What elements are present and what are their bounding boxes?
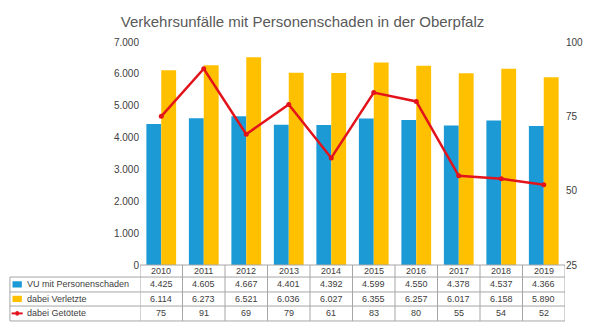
svg-text:2013: 2013 [279, 266, 299, 276]
svg-text:91: 91 [199, 308, 209, 318]
svg-text:52: 52 [539, 308, 549, 318]
svg-text:5.000: 5.000 [114, 100, 139, 111]
svg-text:0: 0 [133, 260, 139, 271]
svg-text:2012: 2012 [236, 266, 256, 276]
svg-text:VU mit Personenschaden: VU mit Personenschaden [27, 279, 129, 289]
svg-text:6.257: 6.257 [405, 294, 428, 304]
svg-text:6.273: 6.273 [192, 294, 215, 304]
svg-text:69: 69 [241, 308, 251, 318]
svg-text:4.425: 4.425 [150, 279, 173, 289]
svg-text:4.550: 4.550 [405, 279, 428, 289]
svg-text:6.521: 6.521 [235, 294, 258, 304]
svg-text:50: 50 [566, 185, 578, 196]
svg-text:2014: 2014 [321, 266, 341, 276]
svg-text:3.000: 3.000 [114, 164, 139, 175]
svg-text:Verkehrsunfälle mit Personensc: Verkehrsunfälle mit Personenschaden in d… [121, 13, 485, 30]
svg-text:83: 83 [369, 308, 379, 318]
svg-text:7.000: 7.000 [114, 37, 139, 48]
svg-text:79: 79 [284, 308, 294, 318]
svg-text:2017: 2017 [449, 266, 469, 276]
svg-text:1.000: 1.000 [114, 228, 139, 239]
svg-text:4.000: 4.000 [114, 132, 139, 143]
svg-text:6.036: 6.036 [277, 294, 300, 304]
svg-text:6.027: 6.027 [320, 294, 343, 304]
svg-text:2018: 2018 [491, 266, 511, 276]
svg-text:4.599: 4.599 [362, 279, 385, 289]
svg-text:4.378: 4.378 [447, 279, 470, 289]
svg-text:54: 54 [496, 308, 506, 318]
svg-text:4.605: 4.605 [192, 279, 215, 289]
svg-text:2011: 2011 [194, 266, 213, 276]
svg-text:75: 75 [566, 111, 578, 122]
svg-text:4.392: 4.392 [320, 279, 343, 289]
svg-text:2015: 2015 [364, 266, 384, 276]
svg-text:61: 61 [326, 308, 336, 318]
svg-text:6.158: 6.158 [490, 294, 513, 304]
svg-text:6.355: 6.355 [362, 294, 385, 304]
svg-text:5.890: 5.890 [532, 294, 555, 304]
svg-text:4.537: 4.537 [490, 279, 513, 289]
svg-text:80: 80 [411, 308, 421, 318]
svg-text:6.000: 6.000 [114, 68, 139, 79]
svg-text:4.366: 4.366 [532, 279, 555, 289]
svg-text:6.114: 6.114 [150, 294, 172, 304]
svg-text:2.000: 2.000 [114, 196, 139, 207]
svg-text:75: 75 [156, 308, 166, 318]
svg-text:6.017: 6.017 [447, 294, 470, 304]
svg-text:2010: 2010 [151, 266, 171, 276]
svg-text:100: 100 [566, 37, 583, 48]
svg-text:dabei Verletzte: dabei Verletzte [27, 294, 87, 304]
svg-text:4.401: 4.401 [277, 279, 300, 289]
svg-text:25: 25 [566, 260, 578, 271]
svg-text:55: 55 [454, 308, 464, 318]
svg-text:4.667: 4.667 [235, 279, 258, 289]
svg-text:dabei Getötete: dabei Getötete [27, 308, 86, 318]
svg-text:2016: 2016 [406, 266, 426, 276]
svg-text:2019: 2019 [534, 266, 554, 276]
